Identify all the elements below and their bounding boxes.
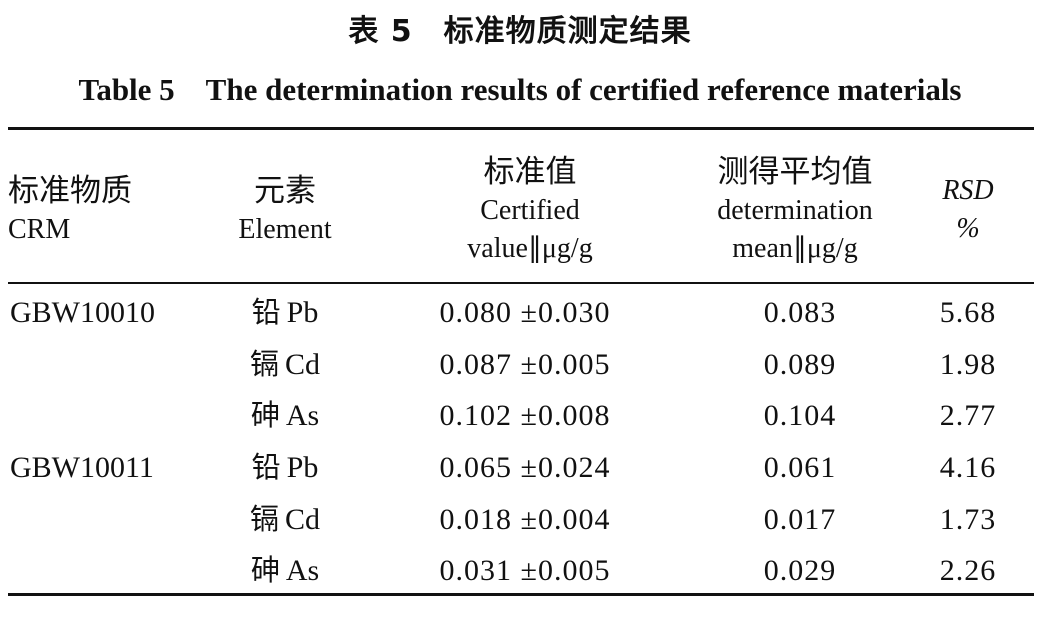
cell-certified-value: 0.102 ±0.008	[439, 399, 611, 433]
cell-certified-value: 0.065 ±0.024	[439, 451, 611, 485]
cell-element-symbol: Pb	[286, 451, 319, 485]
header-determination-mean: 测得平均值 determination mean∥μg/g	[675, 140, 915, 280]
cell-element: 砷 As	[190, 545, 380, 597]
cell-certified-value: 0.080 ±0.030	[439, 296, 611, 329]
table-row: 镉 Cd 0.018 ±0.004 0.017 1.73	[0, 494, 1040, 546]
header-rsd-line1: RSD	[942, 175, 994, 206]
cell-element-symbol: As	[285, 554, 320, 588]
cell-certified-value: 0.031 ±0.005	[439, 554, 611, 588]
table-row: 砷 As 0.102 ±0.008 0.104 2.77	[0, 390, 1040, 442]
cell-element-cn: 镉	[249, 501, 279, 536]
header-element-cn: 元素	[254, 173, 316, 209]
cell-certified-value: 0.018 ±0.004	[439, 502, 611, 536]
cell-rsd: 1.73	[939, 502, 997, 536]
cell-rsd: 1.98	[939, 347, 997, 381]
cell-rsd: 4.16	[939, 451, 997, 485]
header-determination-en-line2: mean∥μg/g	[732, 233, 858, 264]
cell-certified-value: 0.087 ±0.005	[439, 347, 611, 381]
cell-determination-mean: 0.061	[763, 451, 837, 485]
header-crm: 标准物质 CRM	[8, 140, 198, 280]
header-certified-cn: 标准值	[483, 154, 577, 190]
cell-element-cn: 砷	[250, 398, 280, 433]
header-certified-value: 标准值 Certified value∥μg/g	[410, 140, 650, 280]
cell-determination-mean: 0.104	[763, 399, 837, 433]
cell-crm: GBW10010	[10, 296, 155, 329]
table-header-rule	[8, 282, 1034, 284]
cell-element-cn: 铅	[251, 450, 281, 485]
cell-rsd: 2.26	[939, 554, 997, 588]
table-row: 镉 Cd 0.087 ±0.005 0.089 1.98	[0, 339, 1040, 391]
table-row: GBW10011 铅 Pb 0.065 ±0.024 0.061 4.16	[0, 442, 1040, 494]
cell-element-cn: 铅	[251, 295, 281, 329]
header-crm-en: CRM	[8, 214, 71, 245]
cell-determination-mean: 0.089	[763, 347, 837, 381]
cell-determination-mean: 0.083	[763, 296, 837, 329]
header-rsd-line2: %	[956, 213, 980, 244]
cell-element-cn: 镉	[249, 346, 279, 381]
header-element: 元素 Element	[190, 140, 380, 280]
cell-rsd: 2.77	[939, 399, 997, 433]
cell-determination-mean: 0.017	[763, 502, 837, 536]
table-caption-chinese: 表 5 标准物质测定结果	[348, 14, 692, 49]
header-rsd: RSD %	[918, 140, 1018, 280]
cell-element: 铅 Pb	[190, 287, 380, 339]
cell-element: 铅 Pb	[190, 442, 380, 494]
table-body: GBW10010 铅 Pb 0.080 ±0.030 0.083 5.68 镉 Cd…	[0, 287, 1040, 597]
cell-element-cn: 砷	[250, 553, 280, 588]
header-certified-en-line1: Certified	[480, 195, 580, 226]
cell-element: 砷 As	[190, 390, 380, 442]
cell-crm: GBW10011	[10, 451, 154, 485]
cell-element-symbol: Pb	[286, 296, 319, 329]
header-determination-cn: 测得平均值	[717, 154, 873, 190]
table-top-rule	[8, 127, 1034, 130]
table-row: GBW10010 铅 Pb 0.080 ±0.030 0.083 5.68	[0, 287, 1040, 339]
header-crm-cn: 标准物质	[8, 173, 132, 209]
cell-element: 镉 Cd	[190, 494, 380, 546]
cell-element-symbol: Cd	[285, 347, 321, 381]
table-caption-english: Table 5 The determination results of cer…	[78, 72, 962, 107]
header-determination-en-line1: determination	[717, 195, 873, 226]
header-element-en: Element	[238, 214, 332, 245]
cell-element: 镉 Cd	[190, 339, 380, 391]
header-certified-en-line2: value∥μg/g	[467, 233, 593, 264]
table-row: 砷 As 0.031 ±0.005 0.029 2.26	[0, 545, 1040, 597]
cell-element-symbol: Cd	[285, 502, 321, 536]
cell-determination-mean: 0.029	[763, 554, 837, 588]
cell-rsd: 5.68	[939, 296, 997, 329]
table-bottom-rule	[8, 593, 1034, 596]
cell-element-symbol: As	[285, 399, 320, 433]
